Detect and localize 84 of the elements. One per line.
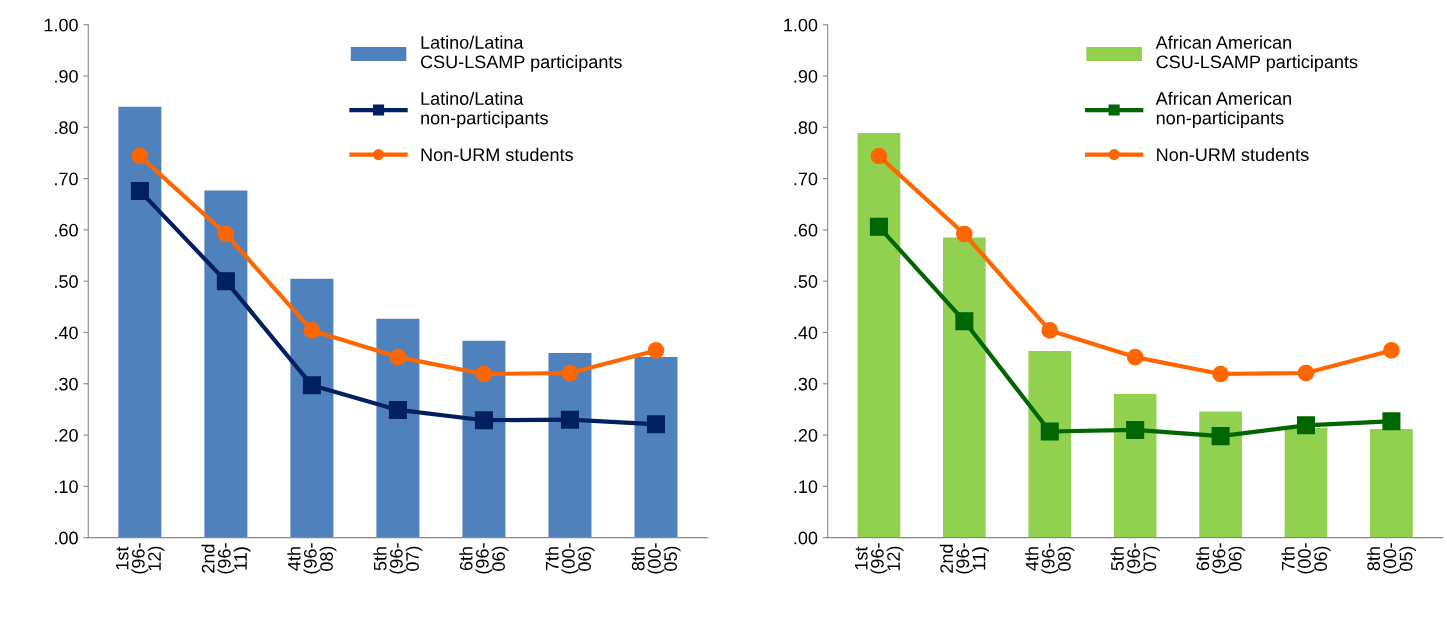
- x-tick-label: 4th (96- 08): [287, 543, 337, 574]
- point: [1212, 365, 1229, 383]
- x-tick-label: 7th (00- 06): [545, 543, 595, 574]
- legend-label: Non-URM students: [1157, 147, 1309, 162]
- legend-label: Non-URM students: [421, 147, 573, 162]
- point: [1296, 416, 1316, 435]
- y-tick-label: .70: [794, 172, 818, 186]
- point: [131, 147, 149, 165]
- x-tick-label: 1st (96- 12): [115, 543, 165, 574]
- y-tick-label: .30: [55, 377, 78, 391]
- y-tick-label: .70: [55, 172, 78, 186]
- x-tick-label: 5th (96- 07): [373, 543, 423, 574]
- point: [130, 181, 149, 200]
- point: [217, 225, 235, 243]
- point: [869, 217, 888, 236]
- x-tick-label: 2nd (96- 11): [201, 543, 251, 574]
- legend-label: Latino/Latina CSU-LSAMP participants: [420, 35, 622, 72]
- y-tick-label: .90: [794, 69, 818, 83]
- bar: [1199, 411, 1242, 538]
- bar: [462, 340, 506, 538]
- point: [1383, 342, 1400, 359]
- point: [1041, 322, 1059, 339]
- y-tick-label: .10: [55, 480, 78, 494]
- point: [303, 322, 321, 339]
- x-tick-label: 7th (00- 06): [1281, 543, 1331, 574]
- bar: [290, 278, 334, 538]
- point: [870, 147, 888, 165]
- point: [1126, 348, 1144, 366]
- point: [956, 225, 973, 243]
- point: [389, 348, 407, 366]
- point: [216, 272, 235, 291]
- x-tick-label: 4th (96- 08): [1025, 543, 1075, 574]
- bar: [1028, 350, 1072, 538]
- point: [561, 364, 579, 382]
- bar: [376, 318, 420, 538]
- y-tick-label: 1.00: [44, 18, 78, 32]
- x-tick-label: 5th (96- 07): [1110, 543, 1160, 574]
- point: [955, 312, 974, 331]
- y-tick-label: .80: [794, 121, 818, 135]
- legend-label: African American CSU-LSAMP participants: [1155, 35, 1358, 72]
- y-tick-label: .50: [794, 275, 818, 288]
- x-tick-label: 8th (00- 05): [631, 543, 681, 574]
- point: [1297, 364, 1315, 382]
- y-tick-label: .60: [55, 223, 78, 237]
- x-tick-label: 1st (96- 12): [855, 543, 904, 574]
- y-tick-label: .00: [55, 531, 78, 545]
- x-tick-label: 8th (00- 05): [1366, 543, 1416, 574]
- x-tick-label: 2nd (96- 11): [939, 543, 989, 574]
- bar: [857, 132, 901, 538]
- point: [1211, 427, 1230, 446]
- point: [474, 411, 493, 430]
- bar: [548, 353, 592, 538]
- x-tick-label: 6th (96- 06): [1195, 543, 1246, 574]
- y-tick-label: .40: [794, 326, 818, 340]
- bar: [634, 357, 678, 538]
- point: [1126, 420, 1145, 439]
- point: [647, 342, 665, 359]
- point: [302, 376, 321, 395]
- y-tick-label: .30: [794, 377, 818, 391]
- point: [1382, 412, 1401, 431]
- y-tick-label: .20: [55, 429, 78, 442]
- point: [475, 365, 493, 383]
- y-tick-label: .60: [794, 223, 818, 237]
- x-tick-label: 6th (96- 06): [459, 543, 509, 574]
- y-tick-label: .50: [55, 275, 78, 288]
- point: [560, 410, 579, 429]
- y-tick-label: .10: [794, 480, 818, 494]
- point: [646, 415, 666, 434]
- y-tick-label: .20: [794, 429, 818, 442]
- y-tick-label: .80: [55, 121, 78, 135]
- bar: [1370, 428, 1413, 538]
- y-tick-label: .90: [55, 69, 78, 83]
- point: [388, 400, 407, 419]
- bar: [1113, 394, 1157, 538]
- bar: [118, 106, 162, 538]
- y-tick-label: 1.00: [784, 18, 818, 32]
- bar: [1284, 427, 1328, 538]
- bar: [204, 190, 248, 538]
- y-tick-label: .40: [55, 326, 78, 340]
- y-tick-label: .00: [794, 531, 818, 545]
- legend-label: Latino/Latina non-participants: [421, 91, 548, 128]
- legend-label: African American non-participants: [1155, 91, 1291, 128]
- bar: [942, 237, 986, 538]
- point: [1040, 422, 1059, 441]
